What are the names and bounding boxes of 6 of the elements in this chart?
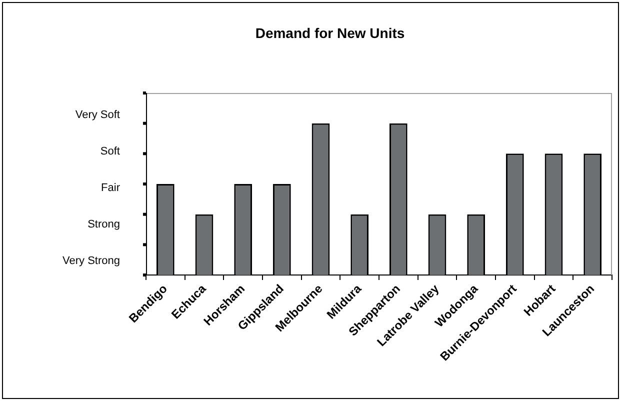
chart-title: Demand for New Units (255, 25, 405, 41)
text: Very Soft (75, 109, 120, 122)
text: Soft (100, 146, 120, 158)
text: Fair (101, 182, 120, 194)
text: Very Strong (62, 254, 120, 267)
text: Strong (88, 218, 120, 230)
